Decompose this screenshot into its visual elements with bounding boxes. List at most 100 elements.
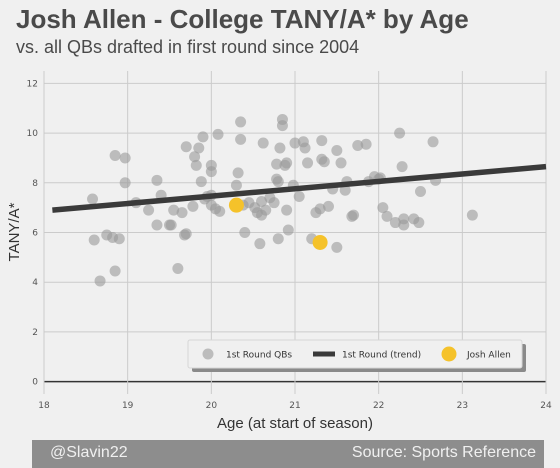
data-point (331, 241, 343, 253)
x-tick-label: 24 (540, 401, 552, 411)
data-point (427, 136, 439, 148)
josh-allen-point (312, 234, 328, 250)
data-point (302, 157, 314, 169)
data-point (193, 142, 205, 154)
y-tick-label: 10 (27, 129, 39, 139)
legend: 1st Round QBs 1st Round (trend) Josh Allen (187, 339, 526, 372)
legend-label-qbs: 1st Round QBs (226, 351, 292, 361)
data-point (335, 157, 347, 169)
data-point (394, 127, 406, 139)
data-point (293, 190, 305, 202)
data-point (189, 151, 201, 163)
x-tick-label: 18 (38, 401, 50, 411)
data-point (88, 234, 100, 246)
data-point (119, 177, 131, 189)
axis-labels: Age (at start of season) TANY/A* (6, 202, 373, 432)
data-point (272, 233, 284, 245)
y-tick-label: 6 (32, 229, 38, 239)
data-point (282, 224, 294, 236)
data-point (289, 137, 301, 149)
data-point (381, 210, 393, 222)
data-point (396, 161, 408, 173)
footer-credit: @Slavin22 (50, 444, 128, 461)
data-point (195, 176, 207, 188)
josh-allen-point (228, 197, 244, 213)
data-point (466, 209, 478, 221)
data-point (281, 157, 293, 169)
y-tick-label: 2 (32, 328, 38, 338)
legend-label-trend: 1st Round (trend) (342, 351, 421, 361)
data-point (87, 193, 99, 205)
data-point (143, 204, 155, 216)
x-tick-label: 23 (457, 401, 468, 411)
data-point (271, 158, 283, 170)
footer-source: Source: Sports Reference (351, 444, 536, 461)
data-point (176, 207, 188, 219)
data-point (348, 209, 360, 221)
data-point (109, 149, 121, 161)
data-point (352, 140, 364, 152)
data-point (415, 186, 426, 198)
data-point (119, 152, 131, 164)
data-point (190, 159, 202, 171)
data-point (331, 145, 343, 157)
legend-box (187, 339, 523, 369)
data-point (398, 219, 410, 231)
x-tick-label: 20 (206, 401, 218, 411)
data-point (94, 275, 106, 287)
data-point (299, 142, 311, 154)
data-point (172, 263, 184, 275)
data-point (316, 135, 328, 147)
y-axis-label: TANY/A* (6, 202, 23, 261)
data-point (413, 217, 425, 229)
data-point (230, 179, 242, 191)
data-point (165, 219, 177, 231)
data-point (239, 227, 251, 238)
josh-allen-points (228, 197, 328, 250)
x-axis-label: Age (at start of season) (217, 415, 373, 432)
data-point (235, 133, 247, 145)
data-point (274, 142, 286, 154)
y-tick-label: 8 (32, 179, 38, 189)
data-point (281, 204, 293, 216)
x-tick-label: 19 (122, 401, 134, 411)
data-point (256, 195, 268, 207)
y-tick-label: 12 (27, 79, 38, 89)
y-tick-label: 0 (32, 378, 38, 388)
data-point (389, 217, 401, 229)
qb-points (87, 113, 478, 287)
data-point (360, 138, 372, 150)
data-point (187, 200, 199, 212)
trend-line-path (52, 163, 547, 213)
y-tick-label: 4 (32, 278, 38, 288)
data-point (318, 156, 330, 168)
data-point (272, 176, 284, 188)
trend-line (52, 163, 547, 213)
data-point (232, 167, 244, 179)
legend-marker-qbs (202, 348, 214, 360)
chart-title: Josh Allen - College TANY/A* by Age (16, 4, 469, 34)
data-point (113, 233, 125, 245)
data-point (205, 166, 217, 178)
data-point (151, 219, 163, 231)
data-point (276, 120, 288, 132)
data-point (260, 204, 272, 216)
x-tick-label: 22 (373, 401, 384, 411)
data-point (151, 174, 163, 186)
legend-marker-allen (441, 346, 457, 362)
data-point (109, 265, 121, 277)
data-point (197, 131, 209, 143)
footer-bar: @Slavin22 Source: Sports Reference (32, 440, 544, 468)
data-point (168, 204, 180, 216)
data-point (212, 128, 224, 140)
data-point (180, 141, 192, 153)
data-point (254, 238, 266, 250)
data-point (339, 184, 351, 196)
data-point (235, 116, 247, 128)
data-point (257, 137, 269, 149)
legend-label-allen: Josh Allen (466, 351, 511, 361)
data-point (180, 228, 192, 240)
data-point (314, 203, 326, 215)
